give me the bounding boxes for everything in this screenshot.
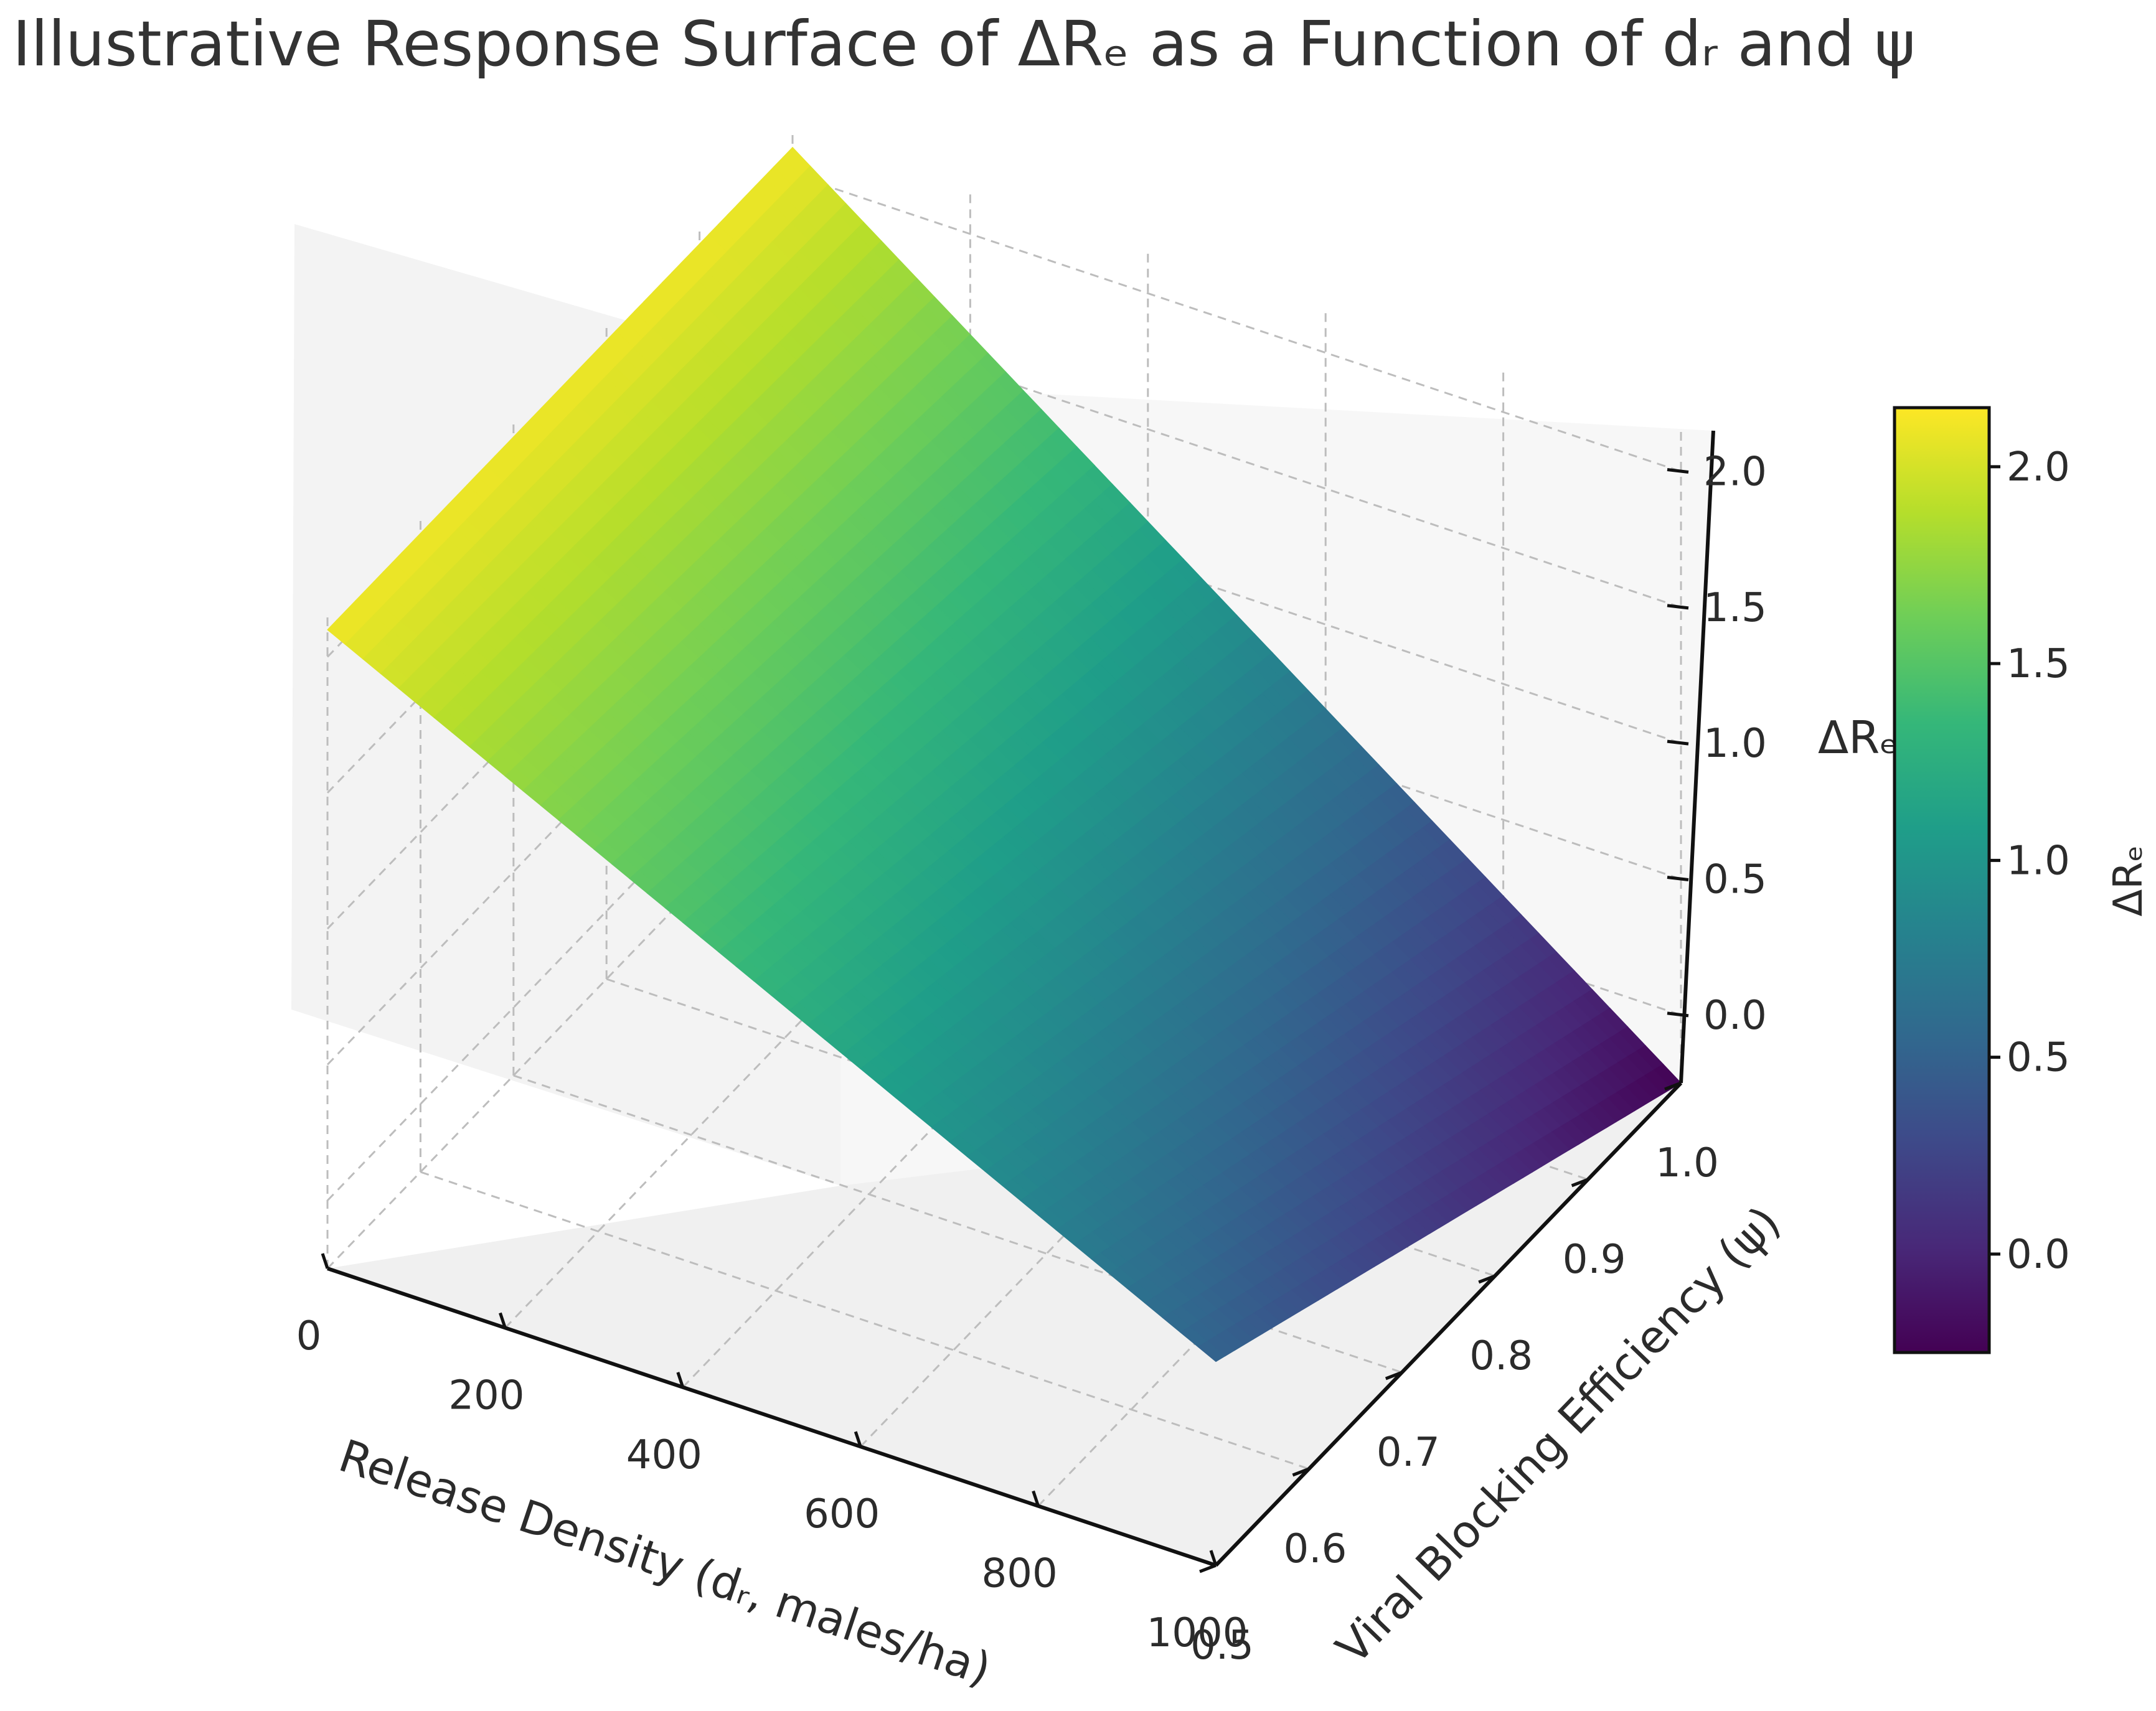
x-tick-label: 600 bbox=[804, 1491, 880, 1537]
x-tick-label: 0 bbox=[296, 1313, 322, 1359]
z-tick-mark bbox=[1667, 739, 1689, 746]
z-tick-label: 2.0 bbox=[1703, 449, 1767, 495]
colorbar-tick-label: 0.5 bbox=[2007, 1035, 2070, 1081]
y-tick-label: 0.8 bbox=[1469, 1333, 1533, 1379]
y-tick-mark bbox=[1199, 1563, 1217, 1573]
colorbar bbox=[1893, 406, 1991, 1354]
y-tick-label: 0.7 bbox=[1377, 1430, 1440, 1476]
y-tick-label: 1.0 bbox=[1655, 1140, 1719, 1186]
y-tick-label: 0.6 bbox=[1284, 1526, 1347, 1572]
y-tick-mark bbox=[1292, 1467, 1310, 1477]
z-tick-label: 1.5 bbox=[1703, 585, 1767, 631]
colorbar-tick-label: 1.0 bbox=[2007, 838, 2070, 884]
colorbar-tick-label: 1.5 bbox=[2007, 641, 2070, 687]
z-tick-mark bbox=[1667, 468, 1689, 474]
x-tick-label: 400 bbox=[626, 1432, 702, 1478]
y-tick-mark bbox=[1478, 1274, 1496, 1284]
y-tick-mark bbox=[1385, 1371, 1403, 1381]
grid-line bbox=[420, 1171, 1309, 1470]
grid-line bbox=[792, 174, 1682, 472]
y-tick-label: 0.9 bbox=[1563, 1237, 1626, 1283]
x-tick-mark bbox=[854, 1431, 862, 1447]
z-tick-mark bbox=[1667, 604, 1689, 610]
z-tick-mark bbox=[1667, 876, 1689, 881]
x-axis-line bbox=[327, 1267, 1217, 1567]
x-tick-mark bbox=[1209, 1550, 1218, 1566]
z-axis-ticks: 0.0 0.5 1.0 1.5 2.0 bbox=[1667, 449, 1767, 1039]
response-surface bbox=[327, 146, 1682, 1362]
colorbar-ticks: 0.0 0.5 1.0 1.5 2.0 bbox=[1989, 444, 2070, 1278]
z-tick-mark bbox=[1667, 1011, 1689, 1018]
x-tick-mark bbox=[676, 1372, 685, 1388]
surface-cell bbox=[1197, 1341, 1226, 1362]
colorbar-tick-label: 0.0 bbox=[2007, 1232, 2070, 1278]
x-tick-mark bbox=[321, 1253, 329, 1269]
z-tick-label: 0.0 bbox=[1703, 993, 1767, 1039]
z-axis-line bbox=[1679, 430, 1715, 1084]
x-tick-label: 200 bbox=[448, 1372, 524, 1418]
z-tick-label: 1.0 bbox=[1703, 721, 1767, 767]
colorbar-tick-label: 2.0 bbox=[2007, 444, 2070, 490]
x-tick-mark bbox=[499, 1312, 507, 1329]
chart-title: Illustrative Response Surface of ΔRₑ as … bbox=[12, 7, 1916, 80]
colorbar-label: ΔRₑ bbox=[2106, 845, 2152, 917]
x-tick-label: 1000 bbox=[1147, 1610, 1248, 1656]
y-tick-label: 0.5 bbox=[1190, 1623, 1254, 1669]
y-tick-mark bbox=[1571, 1178, 1589, 1188]
x-axis-ticks: 0 200 400 600 800 1000 bbox=[296, 1253, 1248, 1656]
z-tick-label: 0.5 bbox=[1703, 857, 1767, 903]
z-axis-label: ΔRₑ bbox=[1818, 711, 1898, 764]
y-tick-mark bbox=[1664, 1081, 1682, 1091]
x-tick-label: 800 bbox=[982, 1551, 1058, 1597]
y-axis-ticks: 0.5 0.6 0.7 0.8 0.9 1.0 bbox=[1190, 1081, 1719, 1669]
y-axis-line bbox=[1214, 1081, 1683, 1567]
x-tick-mark bbox=[1032, 1490, 1040, 1507]
